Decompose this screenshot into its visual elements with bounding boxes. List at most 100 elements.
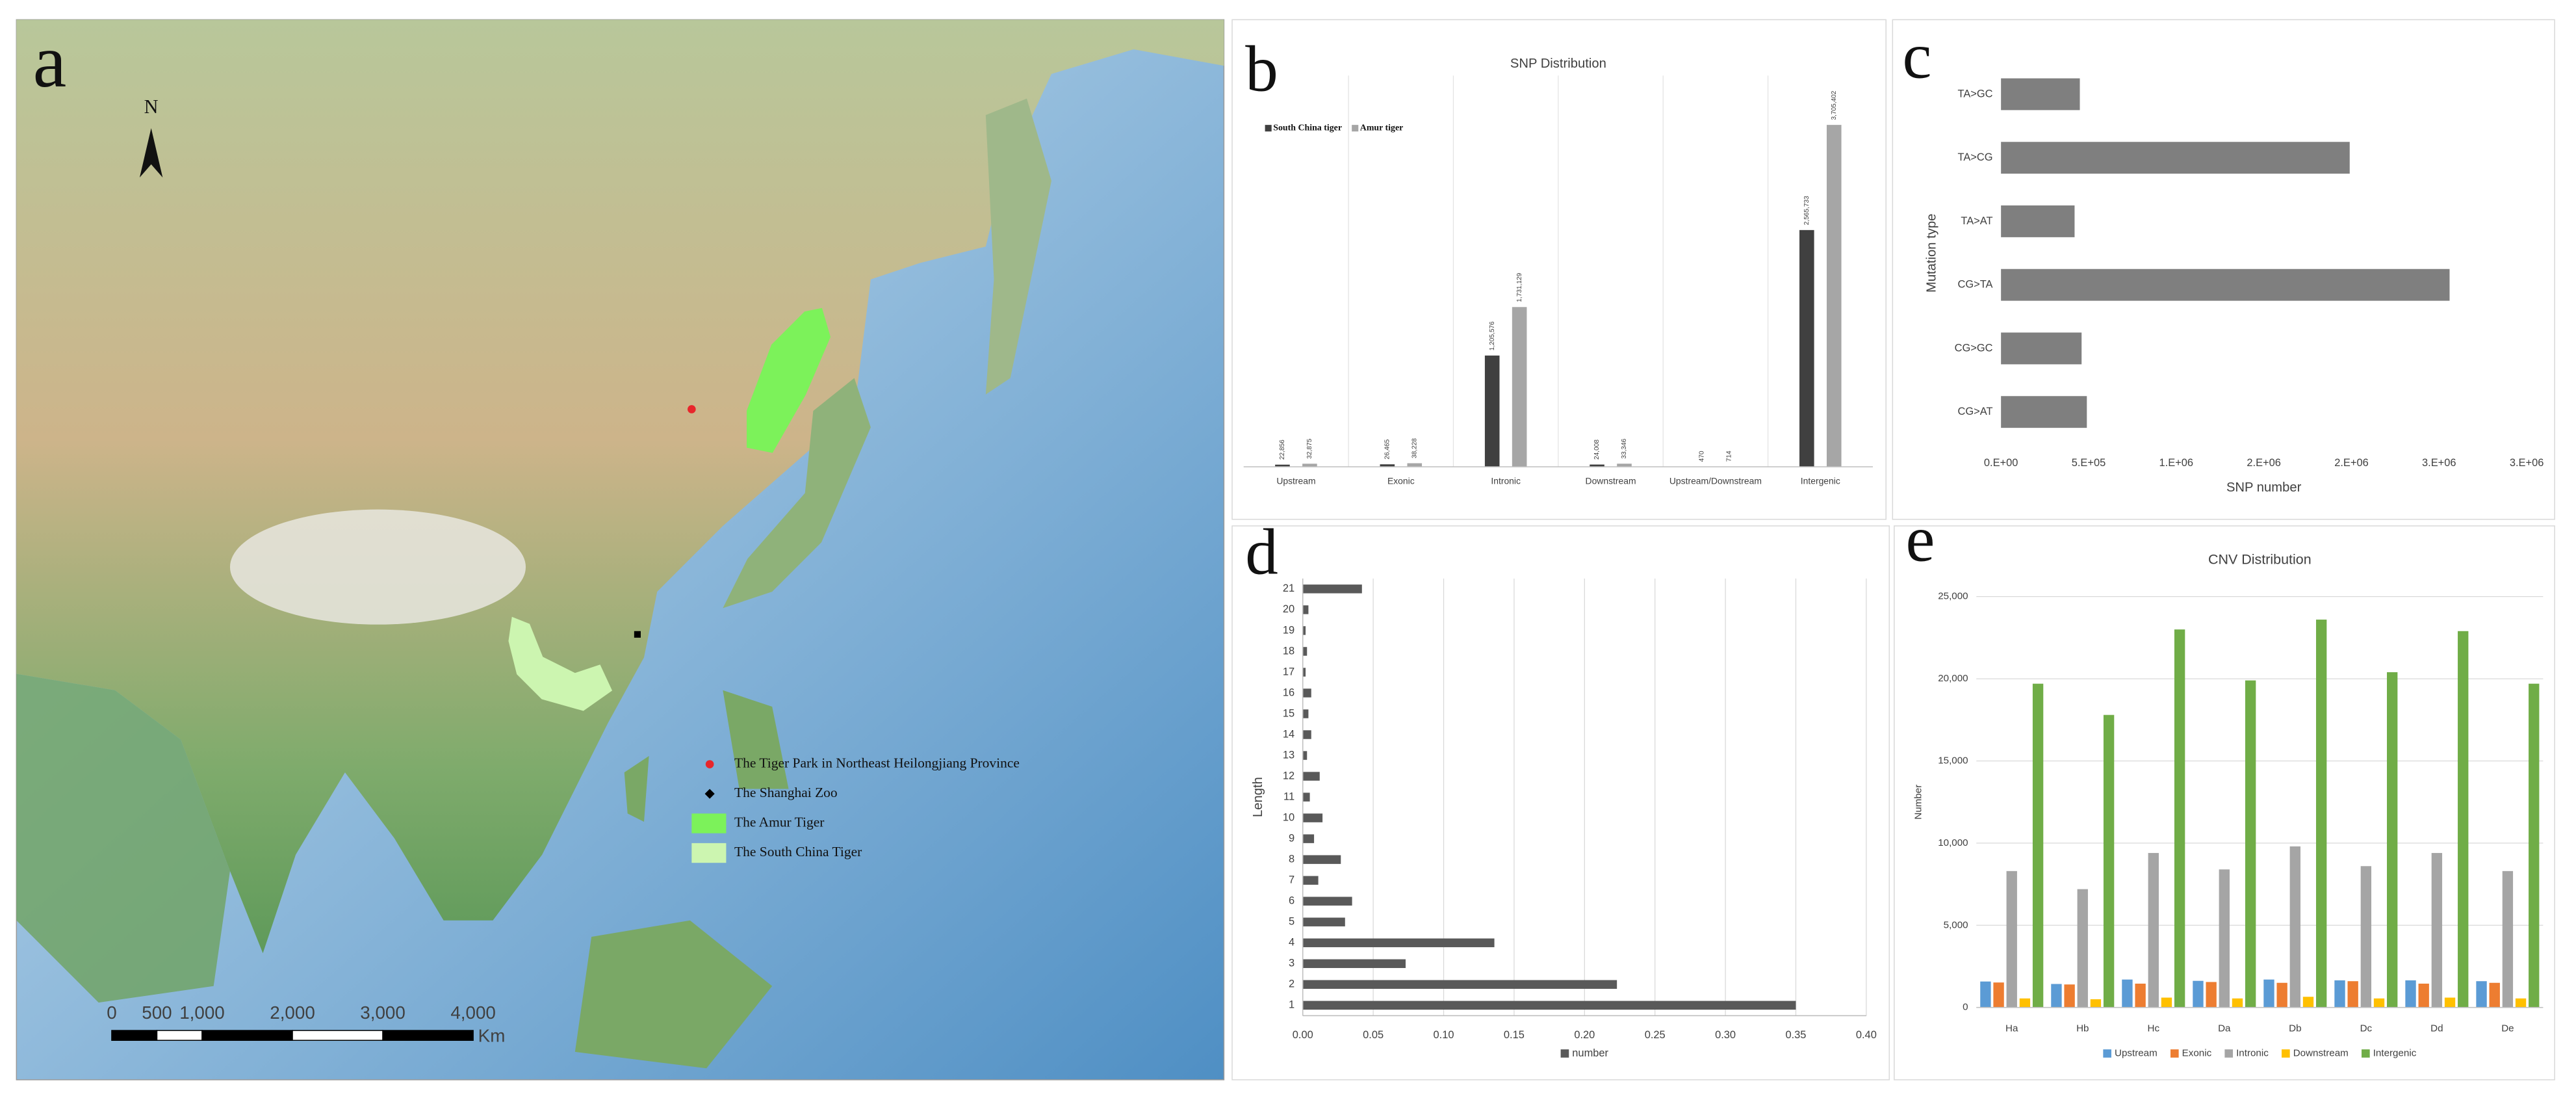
y-tick-label: 0 (1963, 1002, 1968, 1013)
y-tick-label: 7 (1289, 874, 1294, 886)
y-axis-title: Mutation type (1924, 214, 1938, 293)
y-tick-label: TA>AT (1961, 215, 1992, 227)
island (624, 755, 649, 822)
bar (1302, 647, 1307, 656)
land (16, 20, 1224, 954)
bar (2489, 982, 2500, 1008)
bar (2263, 979, 2274, 1008)
x-tick-label: 0.35 (1785, 1029, 1806, 1041)
bar (2529, 683, 2540, 1008)
bar (2193, 980, 2204, 1008)
bar (1302, 626, 1306, 635)
map-panel (16, 19, 1225, 1080)
panel-label: c (1902, 19, 1931, 92)
y-tick-label: 8 (1289, 853, 1294, 865)
y-tick-label: 21 (1283, 583, 1294, 594)
panel-frame (1894, 525, 2555, 1080)
bar (1275, 464, 1290, 467)
y-tick-label: 10,000 (1938, 837, 1968, 848)
range-area (508, 616, 613, 711)
bar (2418, 984, 2429, 1008)
value-label: 33,346 (1621, 438, 1628, 458)
legend-swatch (2282, 1049, 2290, 1058)
legend-marker (705, 760, 714, 768)
y-tick-label: 11 (1283, 791, 1294, 802)
scale-segment (382, 1030, 474, 1041)
bar (2458, 631, 2469, 1008)
scale-label: 1,000 (179, 1002, 225, 1023)
bar (1302, 834, 1315, 843)
bar (2360, 866, 2372, 1008)
bar (1302, 980, 1617, 989)
value-label: 470 (1699, 451, 1706, 462)
bar (2219, 869, 2230, 1008)
value-label: 22,856 (1279, 439, 1286, 460)
y-tick-label: 10 (1283, 811, 1294, 823)
legend-swatch (1352, 125, 1359, 132)
bar (1302, 1001, 1796, 1010)
bar (2174, 629, 2185, 1008)
x-tick-label: 0.00 (1293, 1029, 1313, 1041)
x-tick-label: Da (2218, 1023, 2231, 1034)
bar (1617, 464, 1632, 467)
y-tick-label: 9 (1289, 832, 1294, 844)
y-tick-label: 20,000 (1938, 673, 1968, 684)
scale-segment (156, 1030, 203, 1041)
x-tick-label: Downstream (1586, 475, 1636, 486)
panel-label: d (1245, 516, 1278, 588)
legend-swatch (1265, 125, 1272, 132)
value-label: 3,705,402 (1831, 90, 1838, 120)
land (16, 674, 230, 1003)
bar (2232, 998, 2243, 1008)
island (723, 690, 789, 789)
value-label: 26,465 (1384, 439, 1391, 459)
value-label: 24,008 (1593, 439, 1601, 460)
bar (2148, 853, 2159, 1008)
y-tick-label: TA>CG (1958, 151, 1993, 163)
bar (1302, 668, 1306, 677)
scale-segment (111, 1030, 158, 1041)
x-tick-label: 0.10 (1434, 1029, 1454, 1041)
legend-label: Intergenic (2373, 1047, 2417, 1058)
bar (2001, 205, 2075, 237)
bar (1302, 876, 1319, 885)
scale-unit: Km (478, 1026, 506, 1046)
range-area (747, 308, 831, 453)
bar (1380, 464, 1395, 467)
x-tick-label: 3.E+06 (2422, 457, 2456, 469)
bar (2064, 984, 2075, 1008)
y-tick-label: 1 (1289, 999, 1294, 1011)
legend-label: South China tiger (1273, 123, 1342, 133)
bar (1993, 982, 2004, 1008)
x-tick-label: 5.E+05 (2072, 457, 2106, 469)
x-tick-label: Hc (2148, 1023, 2160, 1034)
bar (2302, 997, 2314, 1008)
y-tick-label: 19 (1283, 624, 1294, 636)
scale-segment (201, 1030, 293, 1041)
x-tick-label: 0.E+00 (1984, 457, 2018, 469)
panel-frame (1231, 19, 1887, 520)
legend-swatch (691, 813, 727, 833)
legend-label: Upstream (2115, 1047, 2157, 1058)
north-label: N (144, 96, 159, 118)
x-tick-label: 2.E+06 (2334, 457, 2369, 469)
legend-label: The Amur Tiger (734, 814, 824, 830)
x-tick-label: De (2501, 1023, 2514, 1034)
scale-label: 4,000 (450, 1002, 496, 1023)
x-tick-label: 0.15 (1504, 1029, 1525, 1041)
panel-label: e (1906, 503, 1935, 575)
value-label: 1,205,576 (1489, 321, 1496, 350)
value-label: 2,565,733 (1803, 196, 1810, 225)
island (574, 920, 773, 1069)
legend-label: number (1572, 1047, 1608, 1059)
bar (1302, 605, 1309, 614)
y-tick-label: 2 (1289, 978, 1294, 990)
x-axis-title: SNP number (2226, 480, 2302, 495)
bar (1302, 688, 1311, 698)
bar (2161, 997, 2172, 1008)
bar (2476, 981, 2487, 1008)
y-tick-label: CG>TA (1958, 279, 1993, 291)
y-tick-label: 15,000 (1938, 755, 1968, 766)
